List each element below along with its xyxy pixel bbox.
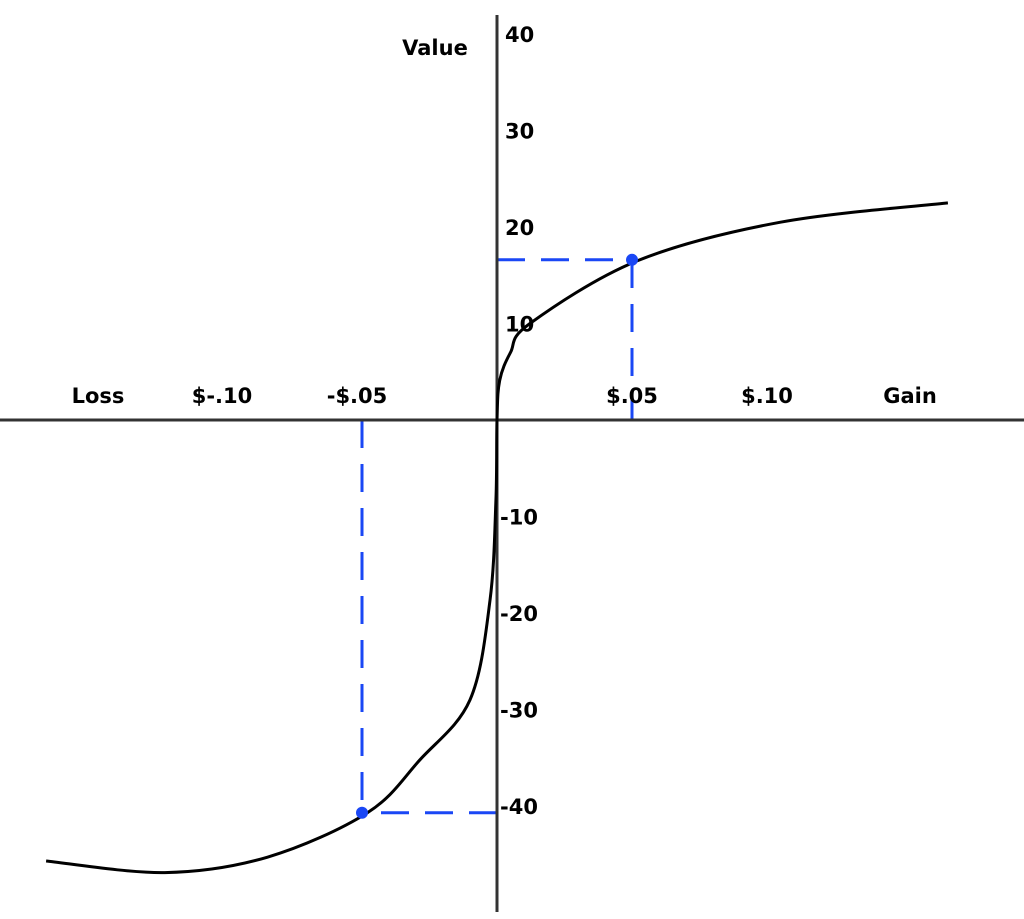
highlight-point-0	[626, 253, 638, 266]
x-tick-label: $.10	[741, 384, 793, 408]
y-tick-label: 30	[505, 120, 534, 144]
x-tick-label: -$.05	[327, 384, 388, 408]
y-tick-label: -20	[500, 602, 538, 626]
value-curve	[45, 201, 949, 875]
y-tick-label: -10	[500, 506, 538, 530]
y-tick-label: -40	[500, 795, 538, 819]
y-axis-label: Value	[402, 36, 468, 60]
x-axis-label-gain: Gain	[883, 384, 937, 408]
x-tick-label: $.05	[606, 384, 658, 408]
y-tick-label: 10	[505, 313, 534, 337]
x-tick-label: $-.10	[192, 384, 253, 408]
y-tick-label: 20	[505, 216, 534, 240]
highlight-point-1	[356, 806, 368, 819]
y-tick-label: -30	[500, 699, 538, 723]
x-axis-label-loss: Loss	[72, 384, 125, 408]
y-tick-label: 40	[505, 23, 534, 47]
